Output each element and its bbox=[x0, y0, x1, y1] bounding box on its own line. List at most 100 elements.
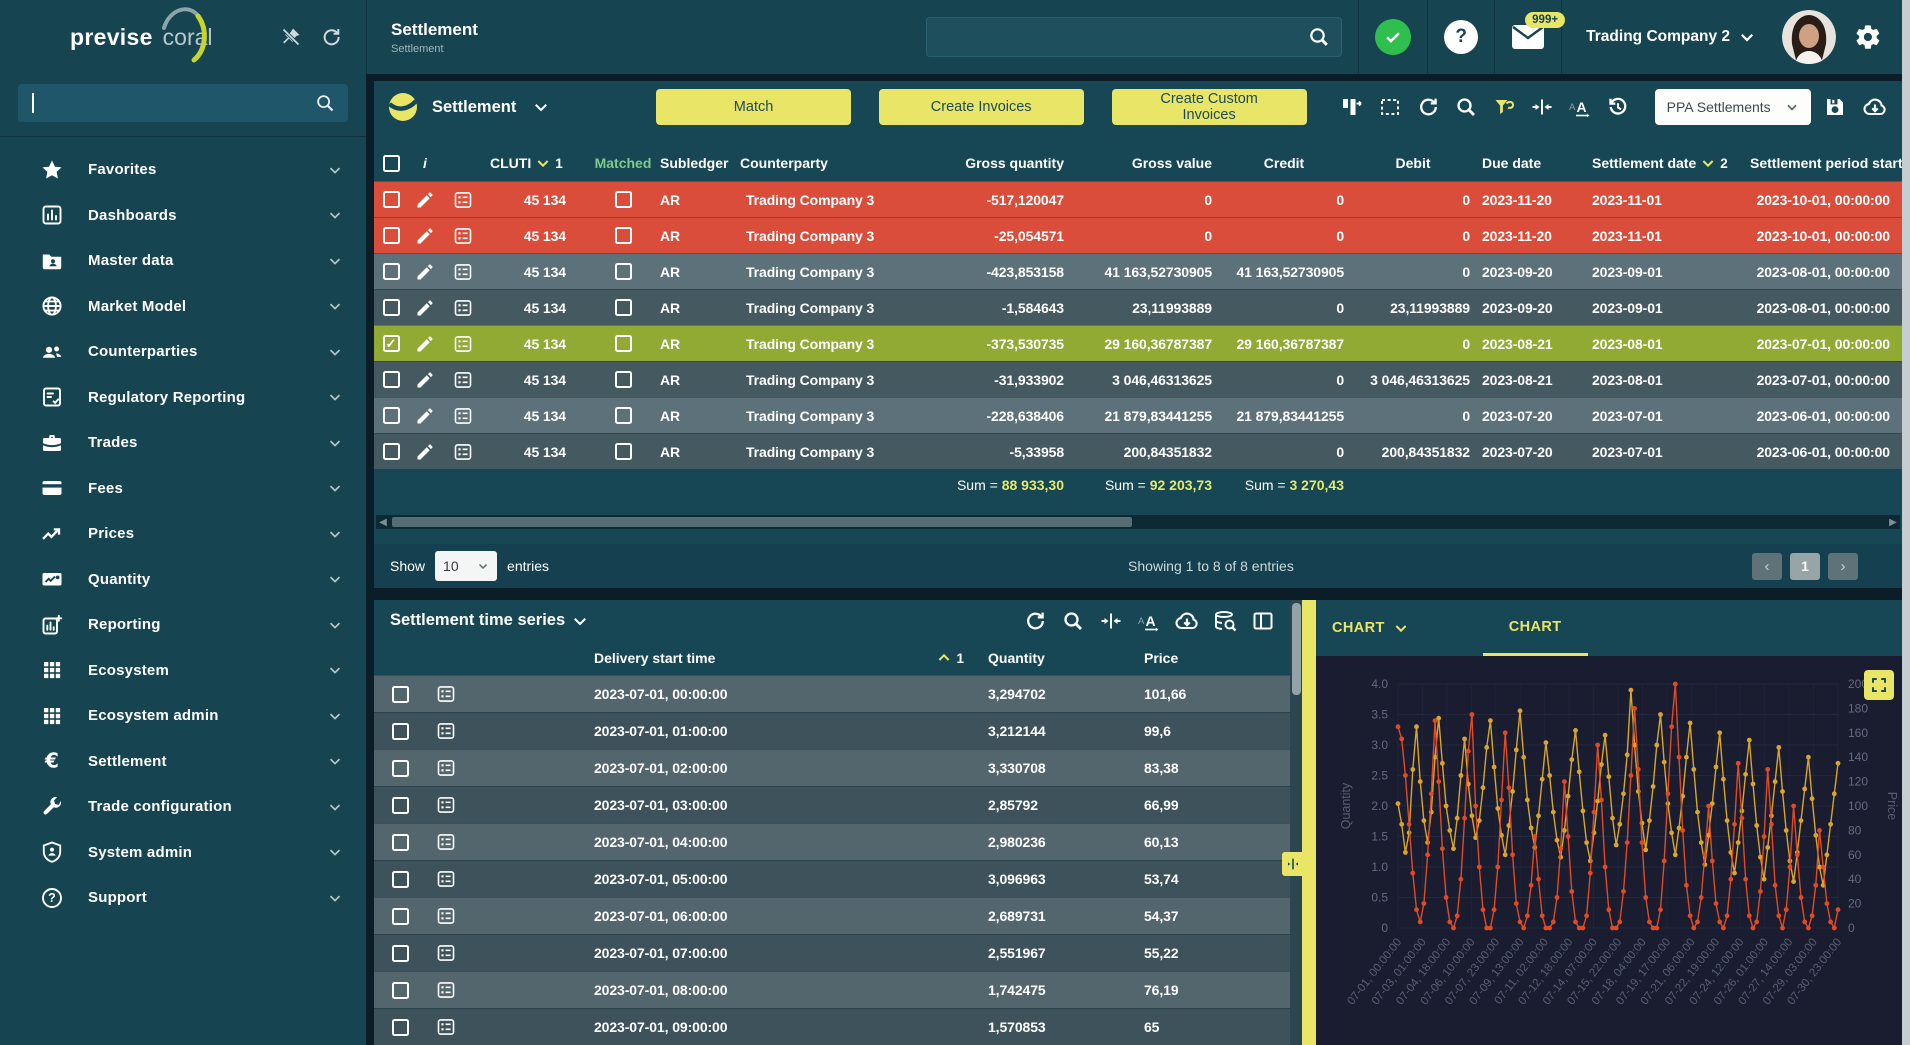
filter-off-icon[interactable] bbox=[1487, 90, 1521, 124]
matched-checkbox[interactable] bbox=[614, 299, 632, 316]
create-invoices-button[interactable]: Create Invoices bbox=[878, 89, 1084, 125]
edit-row-button[interactable] bbox=[408, 442, 442, 462]
column-header-settlement-date[interactable]: Settlement date 2 bbox=[1592, 155, 1728, 171]
row-details-button[interactable] bbox=[426, 832, 466, 852]
company-selector[interactable]: Trading Company 2 bbox=[1586, 28, 1756, 46]
row-checkbox[interactable] bbox=[391, 944, 409, 962]
row-checkbox[interactable] bbox=[391, 870, 409, 888]
sidebar-item-system-admin[interactable]: System admin bbox=[0, 830, 366, 876]
list-item[interactable]: 2023-07-01, 05:00:00 3,096963 53,74 bbox=[374, 860, 1290, 897]
list-item[interactable]: 2023-07-01, 01:00:00 3,212144 99,6 bbox=[374, 712, 1290, 749]
table-row[interactable]: 45 134 AR Trading Company 3 -228,638406 21 8… bbox=[374, 397, 1902, 433]
column-header-delivery-start[interactable]: Delivery start time 1 bbox=[594, 650, 964, 667]
fit-columns-icon[interactable] bbox=[1525, 90, 1559, 124]
chevron-down-icon[interactable] bbox=[326, 388, 344, 406]
selection-icon[interactable] bbox=[1373, 90, 1407, 124]
scroll-right-icon[interactable]: ▶ bbox=[1889, 516, 1897, 528]
sidebar-item-counterparties[interactable]: Counterparties bbox=[0, 329, 366, 375]
chevron-down-icon[interactable] bbox=[532, 98, 550, 116]
chevron-down-icon[interactable] bbox=[326, 252, 344, 270]
sidebar-search-input[interactable] bbox=[18, 84, 348, 122]
sidebar-item-reporting[interactable]: Reporting bbox=[0, 602, 366, 648]
prev-page-button[interactable]: ‹ bbox=[1752, 552, 1782, 580]
table-row[interactable]: 45 134 AR Trading Company 3 -1,584643 23,119… bbox=[374, 289, 1902, 325]
view-selector[interactable]: PPA Settlements bbox=[1654, 89, 1811, 125]
column-header-matched[interactable]: Matched bbox=[594, 155, 652, 171]
scrollbar-thumb[interactable] bbox=[392, 517, 1132, 527]
column-header-subledger[interactable]: Subledger bbox=[660, 155, 729, 171]
select-all-checkbox[interactable] bbox=[382, 154, 400, 172]
list-item[interactable]: 2023-07-01, 02:00:00 3,330708 83,38 bbox=[374, 749, 1290, 786]
sidebar-item-ecosystem[interactable]: Ecosystem bbox=[0, 648, 366, 694]
row-details-button[interactable] bbox=[426, 869, 466, 889]
sidebar-item-master-data[interactable]: Master data bbox=[0, 238, 366, 284]
matched-checkbox[interactable] bbox=[614, 443, 632, 460]
chart-type-dropdown[interactable]: CHART bbox=[1332, 620, 1409, 636]
table-row[interactable]: 45 134 AR Trading Company 3 -517,120047 0 0 0 2… bbox=[374, 181, 1902, 217]
row-checkbox[interactable] bbox=[382, 191, 400, 208]
match-button[interactable]: Match bbox=[656, 89, 851, 125]
horizontal-scrollbar[interactable]: ◀ ▶ bbox=[376, 515, 1900, 529]
matched-checkbox[interactable] bbox=[614, 371, 632, 388]
matched-checkbox[interactable] bbox=[614, 335, 632, 352]
edit-row-button[interactable] bbox=[408, 370, 442, 390]
create-custom-invoices-button[interactable]: Create Custom Invoices bbox=[1111, 89, 1307, 125]
chevron-down-icon[interactable] bbox=[326, 343, 344, 361]
row-details-button[interactable] bbox=[426, 721, 466, 741]
vertical-scrollbar[interactable] bbox=[1290, 600, 1302, 1045]
settings-gear-icon[interactable] bbox=[1854, 23, 1882, 51]
refresh-sidebar-icon[interactable] bbox=[314, 20, 348, 54]
search-icon[interactable] bbox=[1056, 604, 1090, 638]
row-checkbox[interactable] bbox=[382, 263, 400, 280]
row-details-button[interactable] bbox=[442, 442, 484, 462]
column-header-gross-quantity[interactable]: Gross quantity bbox=[965, 155, 1064, 171]
unpin-sidebar-icon[interactable] bbox=[274, 20, 308, 54]
chevron-down-icon[interactable] bbox=[326, 434, 344, 452]
refresh-icon[interactable] bbox=[1018, 604, 1052, 638]
row-checkbox[interactable] bbox=[382, 371, 400, 388]
scroll-left-icon[interactable]: ◀ bbox=[379, 516, 387, 528]
matched-checkbox[interactable] bbox=[614, 191, 632, 208]
table-row[interactable]: 45 134 AR Trading Company 3 -5,33958 200,843… bbox=[374, 433, 1902, 469]
row-details-button[interactable] bbox=[426, 906, 466, 926]
page-scrollbar[interactable] bbox=[1902, 0, 1910, 1045]
row-details-button[interactable] bbox=[426, 980, 466, 1000]
list-item[interactable]: 2023-07-01, 07:00:00 2,551967 55,22 bbox=[374, 934, 1290, 971]
row-details-button[interactable] bbox=[442, 226, 484, 246]
row-details-button[interactable] bbox=[442, 370, 484, 390]
chevron-down-icon[interactable] bbox=[326, 707, 344, 725]
avatar[interactable] bbox=[1782, 10, 1836, 64]
list-item[interactable]: 2023-07-01, 00:00:00 3,294702 101,66 bbox=[374, 675, 1290, 712]
row-checkbox[interactable] bbox=[391, 796, 409, 814]
refresh-icon[interactable] bbox=[1411, 90, 1445, 124]
row-details-button[interactable] bbox=[442, 334, 484, 354]
sidebar-item-regulatory-reporting[interactable]: Regulatory Reporting bbox=[0, 375, 366, 421]
row-checkbox[interactable] bbox=[382, 443, 400, 460]
matched-checkbox[interactable] bbox=[614, 227, 632, 244]
cloud-download-icon[interactable] bbox=[1860, 90, 1890, 124]
sidebar-item-support[interactable]: ? Support bbox=[0, 875, 366, 921]
search-icon[interactable] bbox=[1449, 90, 1483, 124]
sidebar-item-trades[interactable]: Trades bbox=[0, 420, 366, 466]
edit-row-button[interactable] bbox=[408, 334, 442, 354]
splitter-handle-icon[interactable] bbox=[1282, 852, 1304, 876]
row-checkbox[interactable]: ✓ bbox=[382, 335, 400, 352]
history-icon[interactable] bbox=[1601, 90, 1635, 124]
chevron-down-icon[interactable] bbox=[326, 161, 344, 179]
chevron-down-icon[interactable] bbox=[326, 616, 344, 634]
save-icon[interactable] bbox=[1821, 90, 1851, 124]
row-checkbox[interactable] bbox=[391, 722, 409, 740]
column-header-cluti[interactable]: CLUTI 1 bbox=[490, 155, 563, 171]
edit-row-button[interactable] bbox=[408, 226, 442, 246]
list-item[interactable]: 2023-07-01, 09:00:00 1,570853 65 bbox=[374, 1008, 1290, 1045]
chevron-down-icon[interactable] bbox=[326, 570, 344, 588]
row-checkbox[interactable] bbox=[382, 227, 400, 244]
status-ok-icon[interactable] bbox=[1375, 19, 1412, 55]
table-row[interactable]: 45 134 AR Trading Company 3 -31,933902 3 046… bbox=[374, 361, 1902, 397]
chevron-down-icon[interactable] bbox=[326, 798, 344, 816]
column-header-counterparty[interactable]: Counterparty bbox=[740, 155, 828, 171]
data-search-icon[interactable] bbox=[1208, 604, 1242, 638]
row-checkbox[interactable] bbox=[391, 907, 409, 925]
scrollbar-thumb[interactable] bbox=[1291, 603, 1301, 695]
